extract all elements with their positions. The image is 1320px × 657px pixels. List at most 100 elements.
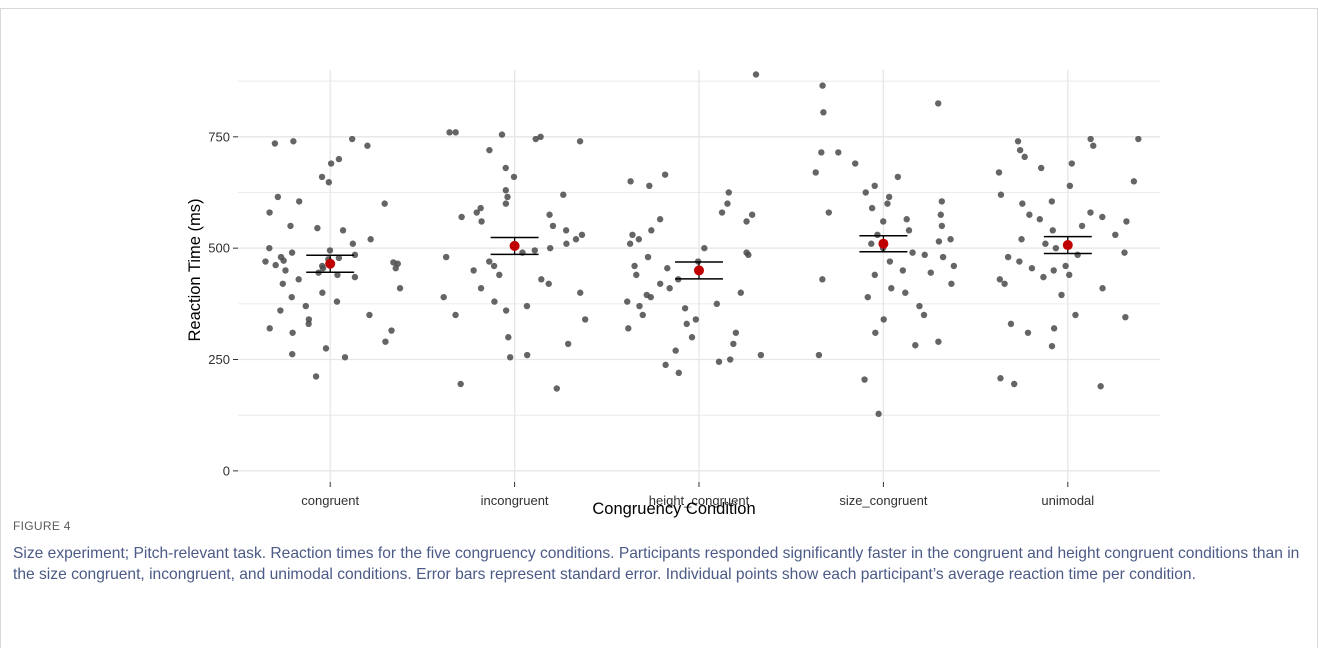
data-point <box>935 338 942 345</box>
data-point <box>446 129 453 136</box>
data-point <box>635 236 643 243</box>
data-point <box>639 311 646 319</box>
data-point <box>1048 198 1056 205</box>
data-point <box>1019 200 1026 207</box>
data-point <box>1026 211 1033 218</box>
data-point <box>545 280 552 287</box>
data-point <box>578 231 586 238</box>
data-point <box>477 285 485 292</box>
mean-point <box>509 240 520 251</box>
data-point <box>880 316 887 323</box>
data-point <box>382 338 389 345</box>
data-point <box>626 240 634 247</box>
data-point <box>825 209 832 216</box>
data-point <box>812 169 819 176</box>
data-point <box>546 244 554 252</box>
data-point <box>537 133 544 141</box>
data-point <box>381 200 388 207</box>
data-point <box>1016 146 1024 154</box>
data-point <box>523 351 531 359</box>
data-point <box>282 267 289 274</box>
data-point <box>875 410 882 418</box>
data-point <box>486 146 493 154</box>
data-point <box>1090 142 1097 149</box>
data-point <box>457 380 464 388</box>
data-point <box>581 316 589 323</box>
data-point <box>452 129 459 136</box>
data-point <box>322 345 330 352</box>
data-point <box>577 289 584 296</box>
data-point <box>348 135 356 143</box>
data-point <box>725 189 732 196</box>
data-point <box>470 267 477 274</box>
data-point <box>341 354 349 361</box>
data-point <box>662 361 669 369</box>
data-point <box>872 329 879 336</box>
data-point <box>490 262 498 270</box>
data-point <box>916 302 923 310</box>
data-point <box>627 178 634 185</box>
data-point <box>995 169 1003 176</box>
data-point <box>351 273 359 281</box>
data-point <box>880 218 887 225</box>
data-point <box>1074 251 1081 259</box>
data-point <box>1087 209 1094 216</box>
data-point <box>672 347 679 354</box>
data-point <box>288 293 295 301</box>
data-point <box>504 193 511 201</box>
data-point <box>318 173 326 181</box>
data-point <box>1072 311 1079 319</box>
data-point <box>349 240 357 247</box>
data-point <box>290 138 297 145</box>
data-point <box>948 280 955 287</box>
data-point <box>506 354 514 361</box>
data-point <box>1123 218 1130 225</box>
figure-frame <box>0 8 1318 648</box>
data-point <box>396 285 404 292</box>
data-point <box>757 351 765 359</box>
data-point <box>886 258 894 265</box>
x-tick-label: height_congruent <box>649 493 750 508</box>
data-point <box>819 82 826 89</box>
data-point <box>884 200 891 207</box>
x-tick-label: congruent <box>301 493 359 508</box>
y-axis: 0 250 500 750 <box>208 129 238 478</box>
data-point <box>935 238 943 245</box>
data-point <box>939 253 947 261</box>
data-point <box>937 211 944 218</box>
data-point <box>657 280 664 287</box>
x-tick-label: size_congruent <box>839 493 928 508</box>
data-point <box>473 209 480 216</box>
data-point <box>899 267 907 274</box>
data-point <box>510 173 518 181</box>
data-point <box>938 222 946 230</box>
data-point <box>629 231 636 238</box>
data-point <box>1007 320 1015 328</box>
data-point <box>576 138 584 145</box>
data-point <box>266 209 273 216</box>
data-point <box>683 320 690 328</box>
data-point <box>498 131 506 138</box>
data-point <box>664 265 671 272</box>
data-point <box>903 216 910 223</box>
data-point <box>902 289 909 296</box>
data-point <box>920 311 928 319</box>
mean-and-error-bars <box>306 234 1092 280</box>
data-point <box>266 244 273 252</box>
data-point <box>1048 342 1056 350</box>
mean-point <box>1062 240 1073 251</box>
data-point <box>644 253 652 261</box>
figure-caption: Size experiment; Pitch-relevant task. Re… <box>13 545 1300 583</box>
data-point <box>996 276 1004 283</box>
data-point <box>327 160 335 167</box>
data-point <box>666 285 673 292</box>
data-point <box>871 271 879 279</box>
data-point <box>724 200 731 207</box>
data-point <box>888 285 895 292</box>
data-point <box>1087 135 1094 143</box>
data-point <box>862 189 869 196</box>
data-point <box>325 179 333 186</box>
data-point <box>732 329 740 336</box>
data-point <box>927 269 934 276</box>
data-point <box>997 375 1004 382</box>
